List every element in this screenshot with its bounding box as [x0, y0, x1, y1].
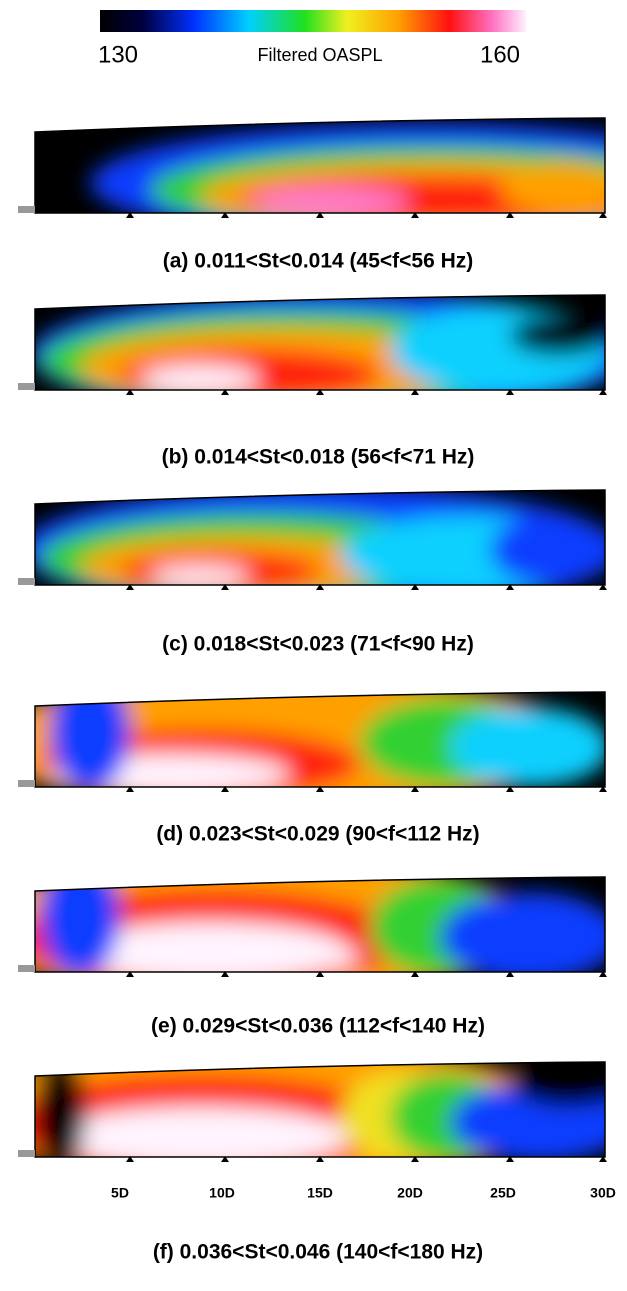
field-blob	[510, 315, 605, 355]
station-marker	[221, 1156, 229, 1162]
field-panel	[18, 691, 607, 792]
station-marker	[221, 971, 229, 977]
field-panel	[18, 876, 607, 977]
station-marker	[506, 971, 514, 977]
field-blob	[35, 1062, 85, 1157]
x-tick-label: 10D	[209, 1185, 235, 1201]
field-blobs	[35, 1062, 605, 1157]
field-blobs	[35, 877, 605, 972]
station-marker	[221, 584, 229, 590]
colorbar-max: 160	[480, 41, 520, 68]
station-marker	[506, 389, 514, 395]
colorbar-label: Filtered OASPL	[257, 45, 382, 65]
nozzle	[18, 780, 35, 787]
panel-caption: (b) 0.014<St<0.018 (56<f<71 Hz)	[162, 446, 475, 469]
field-panel	[18, 1061, 607, 1162]
station-marker	[411, 1156, 419, 1162]
field	[35, 295, 605, 390]
field-panel	[18, 294, 607, 395]
station-marker	[221, 389, 229, 395]
station-marker	[599, 212, 607, 218]
panel-caption: (a) 0.011<St<0.014 (45<f<56 Hz)	[163, 250, 474, 273]
station-marker	[411, 584, 419, 590]
station-marker	[599, 786, 607, 792]
station-marker	[126, 584, 134, 590]
field-blob	[150, 566, 250, 585]
field-blobs	[35, 295, 605, 390]
station-marker	[599, 389, 607, 395]
station-marker	[126, 1156, 134, 1162]
station-marker	[599, 1156, 607, 1162]
x-tick-label: 20D	[397, 1185, 423, 1201]
station-marker	[411, 389, 419, 395]
station-marker	[411, 786, 419, 792]
station-marker	[411, 971, 419, 977]
field	[35, 490, 605, 585]
field	[35, 877, 605, 972]
station-marker	[411, 212, 419, 218]
field-blob	[510, 1062, 605, 1107]
field-blob	[250, 188, 410, 213]
nozzle	[18, 965, 35, 972]
nozzle	[18, 383, 35, 390]
x-tick-label: 15D	[307, 1185, 333, 1201]
panel-caption: (f) 0.036<St<0.046 (140<f<180 Hz)	[153, 1241, 483, 1264]
station-marker	[316, 584, 324, 590]
field-blobs	[35, 490, 605, 585]
field-blob	[500, 163, 605, 213]
station-marker	[316, 786, 324, 792]
field-blob	[50, 692, 130, 787]
panel-caption: (d) 0.023<St<0.029 (90<f<112 Hz)	[156, 823, 479, 846]
field-border	[34, 489, 606, 586]
station-marker	[221, 212, 229, 218]
field-border	[34, 1061, 606, 1158]
field	[35, 118, 605, 213]
station-marker	[221, 786, 229, 792]
station-marker	[126, 389, 134, 395]
field-border	[34, 117, 606, 214]
field	[35, 692, 605, 787]
nozzle	[18, 578, 35, 585]
station-marker	[506, 584, 514, 590]
field-blob	[200, 942, 360, 972]
field	[35, 1062, 605, 1157]
panel-caption: (c) 0.018<St<0.023 (71<f<90 Hz)	[162, 633, 474, 656]
station-marker	[506, 212, 514, 218]
field-blobs	[35, 692, 605, 787]
field-panel	[18, 489, 607, 590]
nozzle	[18, 206, 35, 213]
field-blob	[440, 892, 605, 972]
nozzle	[18, 1150, 35, 1157]
station-marker	[506, 786, 514, 792]
field-border	[34, 691, 606, 788]
station-marker	[599, 584, 607, 590]
station-marker	[316, 212, 324, 218]
field-blob	[40, 877, 120, 972]
station-marker	[126, 971, 134, 977]
x-tick-label: 25D	[490, 1185, 516, 1201]
station-marker	[506, 1156, 514, 1162]
field-border	[34, 294, 606, 391]
field-blob	[490, 515, 605, 585]
field-blob	[50, 1107, 350, 1157]
field-blob	[140, 365, 260, 390]
panel-caption: (e) 0.029<St<0.036 (112<f<140 Hz)	[151, 1015, 485, 1038]
station-marker	[126, 786, 134, 792]
station-marker	[126, 212, 134, 218]
colorbar	[100, 10, 526, 32]
x-tick-label: 5D	[111, 1185, 129, 1201]
station-marker	[316, 1156, 324, 1162]
station-marker	[599, 971, 607, 977]
field-blob	[450, 707, 605, 787]
colorbar-min: 130	[98, 41, 138, 68]
field-panel	[18, 117, 607, 218]
station-marker	[316, 389, 324, 395]
x-tick-label: 30D	[590, 1185, 616, 1201]
station-marker	[316, 971, 324, 977]
field-border	[34, 876, 606, 973]
